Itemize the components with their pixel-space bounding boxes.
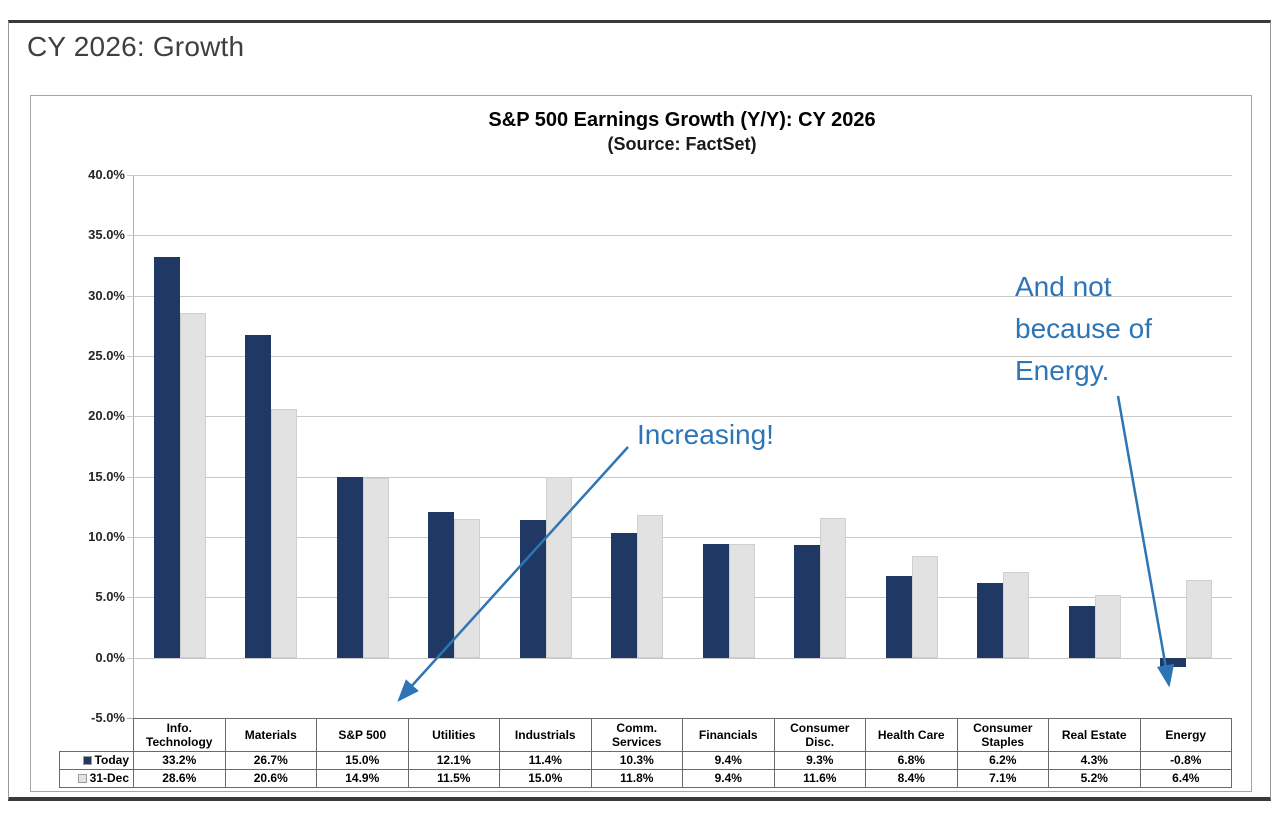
table-row: Today 33.2% 26.7% 15.0% 12.1% 11.4% 10.3% 9.4% 9…	[59, 751, 1232, 770]
y-axis-label: 20.0%	[88, 408, 125, 424]
bar-31-dec-7	[728, 544, 755, 658]
column-header: Materials	[224, 718, 317, 752]
bar-31-dec-2	[271, 409, 298, 658]
legend-marker-icon	[82, 756, 92, 766]
y-axis-label: 35.0%	[88, 227, 125, 243]
y-axis-label: -5.0%	[91, 710, 125, 725]
value-cell: 15.0%	[499, 769, 592, 788]
value-cell: 11.5%	[407, 769, 500, 788]
y-axis-label: 0.0%	[95, 649, 125, 665]
value-cell: 9.4%	[682, 769, 775, 788]
legend-cell: 31-Dec	[59, 769, 134, 788]
column-header: S&P 500	[316, 718, 409, 752]
table-corner-cell	[60, 719, 134, 752]
annotation-increasing: Increasing!	[637, 419, 774, 450]
gridline	[127, 295, 1232, 297]
page-title: CY 2026: Growth	[27, 31, 245, 62]
y-axis-label: 30.0%	[88, 287, 125, 303]
value-cell: 12.1%	[407, 751, 500, 770]
axis-tick	[127, 718, 134, 719]
bar-31-dec-10	[1003, 571, 1030, 658]
legend-cell: Today	[59, 751, 134, 770]
gridline	[127, 537, 1232, 538]
value-cell: 15.0%	[316, 751, 409, 770]
value-cell: 10.3%	[590, 751, 683, 770]
y-axis-label: 40.0%	[88, 167, 125, 182]
column-header: Energy	[1139, 718, 1232, 752]
value-cell: 14.9%	[316, 769, 409, 788]
bar-today-8	[794, 545, 821, 658]
gridline	[127, 476, 1232, 478]
bar-today-3	[336, 476, 363, 658]
gridline	[127, 356, 1232, 357]
bar-31-dec-8	[820, 517, 847, 658]
bar-today-11	[1068, 605, 1095, 658]
column-header: Health Care	[865, 718, 958, 752]
column-header: Consumer Staples	[956, 718, 1049, 752]
value-cell: 20.6%	[224, 769, 317, 788]
value-cell: 6.4%	[1139, 769, 1232, 788]
value-cell: -0.8%	[1139, 751, 1232, 770]
bar-today-5	[519, 520, 546, 658]
value-cell: 11.8%	[590, 769, 683, 788]
bar-31-dec-9	[911, 556, 938, 658]
bar-today-7	[702, 544, 729, 658]
value-cell: 8.4%	[865, 769, 958, 788]
slide-frame: CY 2026: Growth S&P 500 Earnings Growth …	[8, 20, 1271, 801]
bar-31-dec-6	[637, 515, 664, 658]
chart-title: S&P 500 Earnings Growth (Y/Y): CY 2026	[488, 109, 876, 131]
column-header: Financials	[682, 718, 775, 752]
column-header: Info. Technology	[133, 718, 226, 752]
chart-container: S&P 500 Earnings Growth (Y/Y): CY 2026 (…	[30, 95, 1252, 792]
chart-subtitle: (Source: FactSet)	[607, 134, 757, 154]
gridline	[127, 235, 1232, 237]
gridline	[127, 175, 1232, 176]
value-cell: 6.2%	[956, 751, 1049, 770]
column-header: Utilities	[407, 718, 500, 752]
y-axis-label: 15.0%	[88, 468, 125, 484]
column-header: Consumer Disc.	[773, 718, 866, 752]
y-axis-label: 25.0%	[88, 348, 125, 363]
bar-31-dec-11	[1094, 594, 1121, 658]
column-header: Real Estate	[1048, 718, 1141, 752]
bar-31-dec-5	[545, 476, 572, 658]
value-cell: 28.6%	[133, 769, 226, 788]
y-axis-label: 5.0%	[95, 589, 125, 605]
bar-31-dec-3	[362, 477, 389, 658]
value-cell: 11.4%	[499, 751, 592, 770]
bar-today-2	[245, 335, 272, 658]
bar-today-4	[428, 511, 455, 658]
gridline	[127, 597, 1232, 599]
bar-today-9	[885, 575, 912, 658]
value-cell: 6.8%	[865, 751, 958, 770]
data-table: Info. Technology Materials S&P 500 Utilitie…	[59, 718, 1232, 788]
legend-marker-icon	[77, 774, 87, 784]
table-row: 31-Dec 28.6% 20.6% 14.9% 11.5% 15.0% 11.8% 9.4%…	[59, 769, 1232, 788]
annotation-energy: And not because of Energy.	[1015, 271, 1152, 386]
bar-31-dec-12	[1186, 580, 1213, 658]
value-cell: 9.4%	[682, 751, 775, 770]
gridline	[127, 416, 1232, 418]
bar-today-1	[153, 257, 180, 658]
value-cell: 9.3%	[773, 751, 866, 770]
value-cell: 26.7%	[224, 751, 317, 770]
column-header: Industrials	[499, 718, 592, 752]
bar-31-dec-1	[179, 312, 206, 658]
gridline	[127, 657, 1232, 659]
y-axis-label: 10.0%	[88, 529, 125, 544]
value-cell: 33.2%	[133, 751, 226, 770]
column-header: Comm. Services	[590, 718, 683, 752]
value-cell: 11.6%	[773, 769, 866, 788]
value-cell: 5.2%	[1048, 769, 1141, 788]
bar-today-10	[977, 582, 1004, 658]
value-cell: 7.1%	[956, 769, 1049, 788]
bar-31-dec-4	[454, 518, 481, 658]
value-cell: 4.3%	[1048, 751, 1141, 770]
bar-today-6	[611, 533, 638, 658]
bar-today-12	[1160, 657, 1187, 668]
